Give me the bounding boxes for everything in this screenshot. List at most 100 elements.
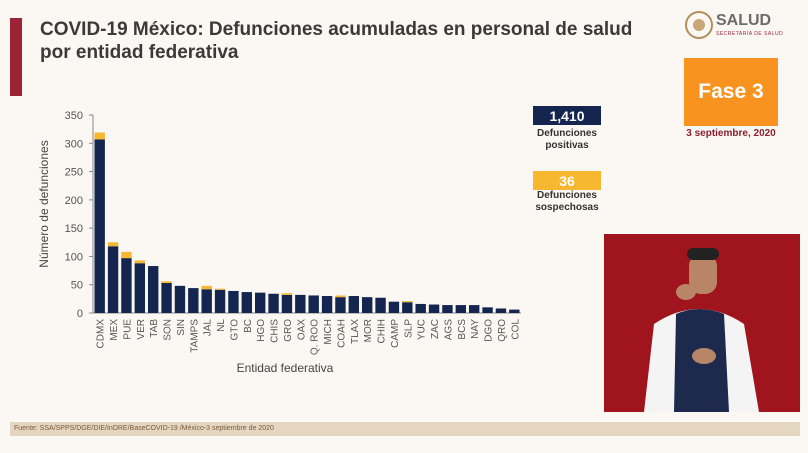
bar-segment: [295, 294, 306, 313]
x-tick-label: SON: [163, 319, 174, 341]
bar-segment: [468, 305, 480, 313]
x-tick-label: ZAC: [430, 319, 441, 339]
x-tick-label: GRO: [283, 319, 294, 342]
y-tick-label: 150: [65, 223, 83, 235]
bar-segment: [361, 297, 373, 313]
x-tick-label: COAH: [336, 319, 347, 348]
x-tick-label: CDMX: [96, 319, 107, 349]
x-tick-label: SIN: [176, 319, 187, 336]
bar-segment: [375, 297, 386, 313]
bar-segment: [495, 308, 507, 313]
bar-segment: [415, 303, 426, 313]
bar-segment: [107, 242, 119, 247]
source-note: Fuente: SSA/SPPS/DGE/DIE/InDRE/BaseCOVID…: [10, 422, 800, 436]
x-tick-label: GTO: [229, 319, 240, 341]
bar-segment: [335, 295, 346, 298]
bar-segment: [281, 294, 293, 313]
y-tick-label: 200: [65, 195, 83, 207]
bar-segment: [201, 285, 212, 290]
x-axis-title: Entidad federativa: [237, 361, 334, 375]
x-tick-label: JAL: [203, 319, 214, 337]
bar-segment: [442, 305, 453, 313]
stat-value: 1,410: [533, 106, 601, 125]
accent-bar: [10, 18, 22, 96]
logo-subtitle: SECRETARÍA DE SALUD: [716, 31, 784, 37]
bar-segment: [281, 293, 293, 295]
phase-badge: Fase 3: [684, 58, 778, 126]
bar-segment: [241, 292, 253, 313]
bar-segment: [147, 266, 159, 313]
bar-segment: [509, 309, 520, 313]
y-tick-label: 100: [65, 251, 83, 263]
chart: Número de defunciones Entidad federativa…: [37, 110, 521, 375]
bar-segment: [174, 285, 186, 313]
x-tick-label: Q. ROO: [310, 319, 321, 355]
date: 3 septiembre, 2020: [686, 128, 776, 139]
x-tick-label: DGO: [484, 319, 495, 342]
x-tick-label: MEX: [109, 319, 120, 341]
bar-segment: [268, 293, 279, 313]
bar-segment: [161, 283, 172, 313]
x-tick-label: PUE: [122, 319, 133, 340]
x-tick-label: NL: [216, 319, 227, 332]
bar-segment: [107, 246, 119, 313]
chart-title: COVID-19 México: Defunciones acumuladas …: [40, 19, 633, 63]
logo-text: SALUD: [716, 12, 772, 29]
bar-segment: [214, 288, 226, 290]
bar-segment: [254, 292, 266, 313]
bar-segment: [188, 288, 199, 313]
bar-segment: [388, 301, 400, 313]
x-tick-label: QRO: [497, 319, 508, 342]
bar-segment: [228, 290, 239, 313]
bar-segment: [134, 263, 146, 313]
stat-label: Defunciones sospechosas: [535, 190, 599, 213]
stat-label: Defunciones positivas: [536, 128, 597, 151]
x-tick-label: OAX: [296, 319, 307, 340]
x-tick-label: HGO: [256, 319, 267, 342]
x-tick-label: TAMPS: [189, 319, 200, 353]
x-tick-label: COL: [510, 319, 521, 340]
y-tick-label: 50: [71, 280, 83, 292]
x-tick-label: MOR: [363, 319, 374, 342]
bar-segment: [402, 302, 413, 313]
y-tick-label: 300: [65, 138, 83, 150]
x-tick-label: YUC: [417, 319, 428, 340]
bar-segment: [321, 296, 333, 313]
interpreter-video: [604, 234, 800, 412]
x-tick-label: BCS: [457, 319, 468, 340]
bar-segment: [428, 304, 440, 313]
x-tick-label: CAMP: [390, 319, 401, 348]
bar-segment: [94, 132, 105, 140]
x-tick-label: SLP: [403, 319, 414, 338]
x-tick-label: CHIH: [377, 319, 388, 343]
bar-segment: [308, 295, 319, 313]
logo-emblem: [685, 11, 713, 39]
x-tick-label: AGS: [443, 319, 454, 340]
stat-value: 36: [533, 171, 601, 190]
bar-segment: [455, 305, 467, 313]
bar-segment: [402, 301, 413, 303]
bar-segment: [335, 297, 346, 313]
bar-segment: [94, 139, 105, 313]
x-tick-label: TAB: [149, 319, 160, 338]
bar-segment: [214, 289, 226, 313]
y-tick-label: 350: [65, 110, 83, 122]
x-tick-label: VER: [136, 319, 147, 340]
bar-segment: [482, 307, 493, 313]
bar-segment: [121, 251, 132, 259]
bar-segment: [134, 260, 146, 264]
x-tick-label: BC: [243, 319, 254, 333]
bar-segment: [121, 258, 132, 313]
x-tick-label: TLAX: [350, 319, 361, 344]
y-tick-label: 0: [77, 308, 83, 320]
x-tick-label: CHIS: [270, 319, 281, 343]
interpreter-figure: [644, 248, 759, 412]
x-tick-label: MICH: [323, 319, 334, 345]
bar-segment: [201, 289, 212, 313]
bar-segment: [161, 281, 172, 284]
y-tick-label: 250: [65, 167, 83, 179]
x-tick-label: NAY: [470, 319, 481, 339]
bar-segment: [348, 296, 360, 313]
y-axis-title: Número de defunciones: [37, 140, 51, 267]
